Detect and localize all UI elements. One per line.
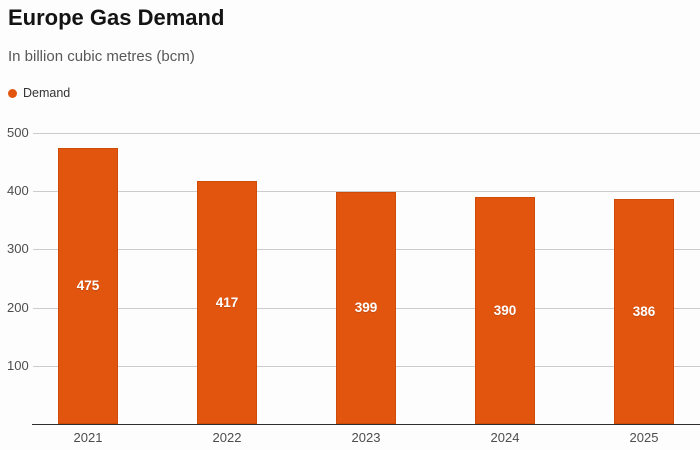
bar-value-label-2021: 475 bbox=[76, 278, 100, 294]
bar-value-label-2024: 390 bbox=[493, 303, 517, 318]
bar-value-label-2025: 386 bbox=[632, 304, 656, 320]
y-tick-label-100: 100 bbox=[7, 357, 29, 373]
y-tick-label-500: 500 bbox=[7, 125, 29, 140]
y-tick-label-400: 400 bbox=[7, 183, 29, 199]
gridline-500 bbox=[33, 133, 700, 134]
legend-demand-label: Demand bbox=[23, 86, 71, 100]
bar-2024: 390 bbox=[475, 197, 535, 424]
legend-demand-dot-icon bbox=[8, 88, 17, 98]
bar-value-label-2022: 417 bbox=[215, 295, 239, 311]
x-tick-label-2025: 2025 bbox=[629, 430, 659, 445]
bar-2023: 399 bbox=[336, 191, 396, 424]
y-tick-label-300: 300 bbox=[7, 241, 29, 257]
x-tick-label-2022: 2022 bbox=[212, 430, 242, 445]
y-tick-label-200: 200 bbox=[7, 299, 29, 315]
bar-2021: 475 bbox=[58, 147, 118, 424]
chart-title: Europe Gas Demand bbox=[8, 5, 225, 30]
gridline-400 bbox=[33, 191, 700, 193]
bar-2022: 417 bbox=[197, 181, 257, 424]
x-axis-line bbox=[32, 424, 700, 425]
x-tick-label-2023: 2023 bbox=[351, 430, 381, 445]
x-tick-label-2024: 2024 bbox=[490, 430, 520, 445]
chart-legend: Demand bbox=[8, 86, 70, 100]
bar-2025: 386 bbox=[614, 199, 674, 424]
bar-value-label-2023: 399 bbox=[354, 300, 378, 316]
x-tick-label-2021: 2021 bbox=[73, 430, 103, 445]
chart-subtitle: In billion cubic metres (bcm) bbox=[8, 48, 195, 65]
